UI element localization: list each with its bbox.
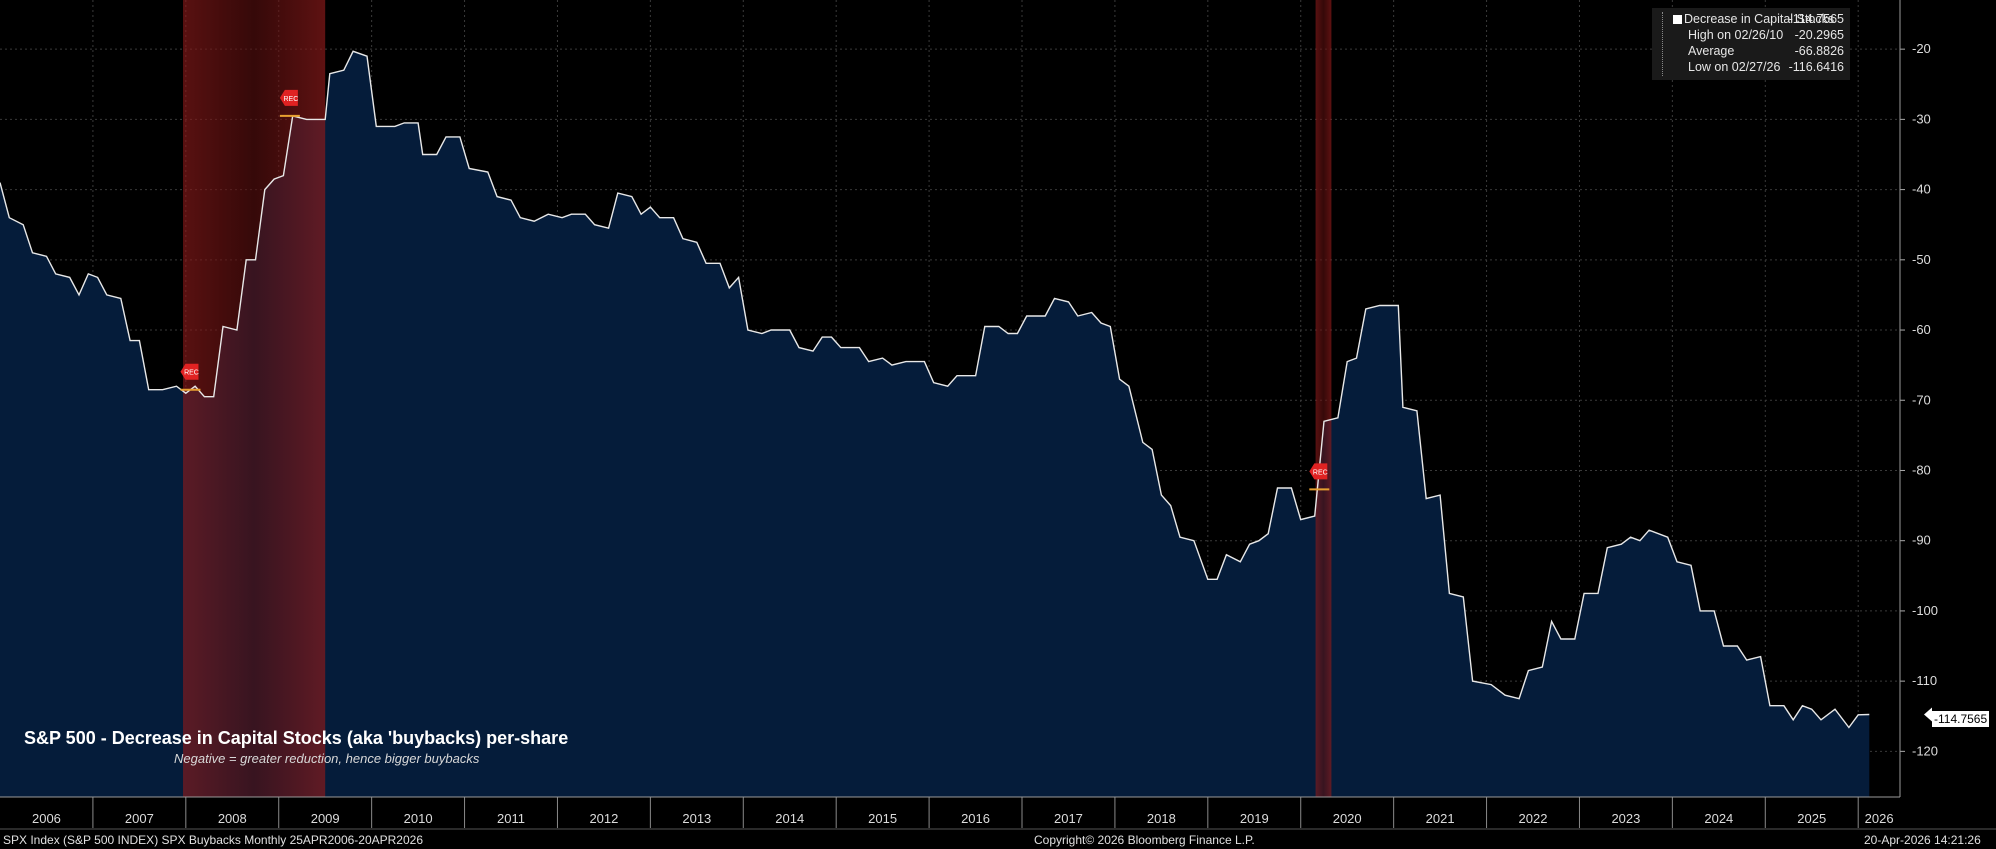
recession-band <box>1315 0 1332 797</box>
x-tick-label: 2006 <box>32 811 61 826</box>
legend-value: -116.6416 <box>1788 60 1844 74</box>
recession-marker-flag <box>279 89 298 106</box>
x-tick-label: 2026 <box>1865 811 1894 826</box>
legend-row-low: Low on 02/27/26 -116.6416 <box>1652 59 1844 75</box>
legend-label: Average <box>1688 44 1735 58</box>
x-tick-label: 2022 <box>1519 811 1548 826</box>
legend-label: Decrease in Capital Stocks <box>1684 12 1835 26</box>
legend-value: -66.8826 <box>1794 44 1844 58</box>
series-line <box>0 50 1870 729</box>
recession-band <box>183 0 326 797</box>
y-tick-label: -70 <box>1912 392 1931 407</box>
x-tick-label: 2014 <box>775 811 804 826</box>
x-tick-label: 2011 <box>497 811 525 826</box>
x-tick-label: 2009 <box>311 811 340 826</box>
y-tick-label: -40 <box>1912 182 1931 197</box>
y-tick-label: -30 <box>1912 111 1931 126</box>
x-tick-label: 2016 <box>961 811 990 826</box>
y-tick-label: -50 <box>1912 252 1931 267</box>
recession-marker-flag <box>180 363 199 380</box>
legend-value: -114.7565 <box>1788 12 1844 26</box>
y-tick-label: -90 <box>1912 533 1931 548</box>
x-tick-label: 2007 <box>125 811 154 826</box>
x-tick-label: 2013 <box>682 811 711 826</box>
x-tick-label: 2024 <box>1704 811 1733 826</box>
x-tick-label: 2019 <box>1240 811 1269 826</box>
y-tick-label: -80 <box>1912 462 1931 477</box>
area-layer <box>0 51 1870 798</box>
legend-label: High on 02/26/10 <box>1688 28 1784 42</box>
x-tick-label: 2008 <box>218 811 247 826</box>
legend-row-average: Average -66.8826 <box>1652 43 1844 59</box>
legend-row-series: Decrease in Capital Stocks -114.7565 <box>1652 11 1844 27</box>
footer-copyright: Copyright© 2026 Bloomberg Finance L.P. <box>1034 833 1255 847</box>
y-tick-label: -110 <box>1912 673 1937 688</box>
legend-row-high: High on 02/26/10 -20.2965 <box>1652 27 1844 43</box>
footer-timestamp: 20-Apr-2026 14:21:26 <box>1864 833 1981 847</box>
x-tick-label: 2015 <box>868 811 897 826</box>
x-tick-label: 2020 <box>1333 811 1362 826</box>
recession-marker-label: REC <box>1313 469 1328 476</box>
legend-tree-lines <box>1662 12 1675 76</box>
x-tick-label: 2018 <box>1147 811 1176 826</box>
y-tick-label: -60 <box>1912 322 1931 337</box>
y-tick-label: -120 <box>1912 743 1938 758</box>
x-tick-label: 2010 <box>404 811 433 826</box>
chart-legend: Decrease in Capital Stocks -114.7565 Hig… <box>1652 8 1850 80</box>
y-tick-label: -100 <box>1912 603 1938 618</box>
x-tick-label: 2017 <box>1054 811 1083 826</box>
last-value-pointer <box>1924 707 1932 722</box>
series-area-fill <box>0 51 1870 798</box>
x-tick-label: 2012 <box>589 811 618 826</box>
x-tick-label: 2021 <box>1426 811 1455 826</box>
chart-overlay-subtitle: Negative = greater reduction, hence bigg… <box>174 751 480 766</box>
x-tick-label: 2025 <box>1797 811 1826 826</box>
recession-marker-label: REC <box>184 370 199 377</box>
chart-overlay-title: S&P 500 - Decrease in Capital Stocks (ak… <box>24 728 569 748</box>
series-line-layer <box>0 50 1870 729</box>
legend-swatch <box>1673 15 1682 24</box>
last-value-tag: -114.7565 <box>1932 711 1990 727</box>
recession-bands <box>183 0 1332 797</box>
axes: -20 -30 -40 -50 -60 -70 -80 -90 -100 -110 -120 2006… <box>0 0 1996 830</box>
legend-value: -20.2965 <box>1794 28 1844 42</box>
x-tick-label: 2023 <box>1611 811 1640 826</box>
recession-markers: REC REC REC <box>180 89 1330 491</box>
recession-marker-flag <box>1309 463 1328 480</box>
legend-label: Low on 02/27/26 <box>1688 60 1781 74</box>
footer-security-description: SPX Index (S&P 500 INDEX) SPX Buybacks M… <box>3 833 424 847</box>
y-tick-label: -20 <box>1912 41 1931 56</box>
recession-marker-label: REC <box>283 96 298 103</box>
